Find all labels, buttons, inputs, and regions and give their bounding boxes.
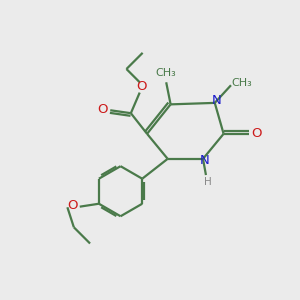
Text: CH₃: CH₃ xyxy=(156,68,177,78)
Text: O: O xyxy=(67,199,78,212)
Text: H: H xyxy=(203,176,211,187)
Text: O: O xyxy=(98,103,108,116)
Text: O: O xyxy=(251,127,261,140)
Text: N: N xyxy=(212,94,221,107)
Text: N: N xyxy=(200,154,209,167)
Text: O: O xyxy=(136,80,146,93)
Text: CH₃: CH₃ xyxy=(232,78,253,88)
